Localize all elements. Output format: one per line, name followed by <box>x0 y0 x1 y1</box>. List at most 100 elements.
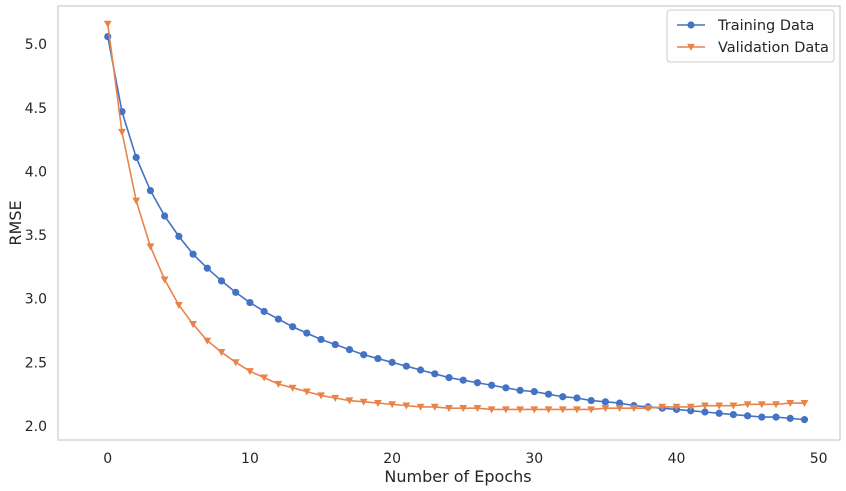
data-point <box>530 406 539 414</box>
x-tick-label: 40 <box>668 451 686 467</box>
data-point <box>146 243 155 251</box>
data-point <box>601 398 610 406</box>
data-point <box>686 403 695 411</box>
data-point <box>445 374 453 382</box>
data-point <box>786 399 795 407</box>
plot-border <box>57 5 841 441</box>
x-tick-label: 10 <box>241 451 259 467</box>
data-point <box>502 384 510 392</box>
y-tick-label: 4.5 <box>25 101 47 117</box>
series-training-data <box>104 32 809 424</box>
data-point <box>217 349 226 357</box>
y-tick-label: 3.0 <box>25 292 47 308</box>
data-point <box>658 403 667 411</box>
data-point <box>800 399 809 407</box>
data-point <box>416 403 425 411</box>
data-point <box>232 288 240 296</box>
data-point <box>160 276 169 284</box>
x-tick-label: 20 <box>383 451 401 467</box>
data-point <box>544 406 553 414</box>
plot-area <box>57 5 841 441</box>
data-point <box>487 406 496 414</box>
data-point <box>388 358 396 366</box>
data-point <box>118 128 126 136</box>
data-point <box>203 337 212 345</box>
data-point <box>473 405 482 413</box>
data-point <box>246 298 254 307</box>
data-point <box>544 390 553 398</box>
data-point <box>345 397 354 405</box>
y-tick-label: 3.5 <box>25 228 47 244</box>
data-point <box>616 399 624 407</box>
data-point <box>274 315 282 323</box>
data-point <box>758 413 766 421</box>
x-axis-ticks: 0 10 20 30 40 50 <box>103 451 827 467</box>
legend-label: Validation Data <box>718 40 829 56</box>
data-point <box>601 405 610 413</box>
data-point <box>459 376 467 384</box>
data-point <box>445 405 453 413</box>
data-point <box>374 354 382 363</box>
data-point <box>772 413 780 421</box>
data-point <box>260 307 268 316</box>
data-point <box>629 405 638 413</box>
data-point <box>161 212 169 220</box>
x-tick-label: 0 <box>103 451 112 467</box>
data-point <box>473 379 482 387</box>
x-tick-label: 50 <box>810 451 828 467</box>
data-point <box>743 401 752 409</box>
data-point <box>217 277 226 285</box>
data-point <box>587 396 595 405</box>
data-point <box>260 374 269 382</box>
data-point <box>231 359 240 367</box>
y-tick-label: 5.0 <box>25 37 47 53</box>
data-point <box>331 340 339 349</box>
legend-marker <box>687 43 695 51</box>
data-point <box>488 381 496 389</box>
y-axis-label: RMSE <box>6 200 25 245</box>
data-point <box>587 406 596 414</box>
data-point <box>289 323 297 331</box>
data-point <box>146 186 155 195</box>
data-point <box>715 402 724 410</box>
data-point <box>288 384 297 392</box>
data-point <box>701 408 709 416</box>
data-point <box>317 392 325 400</box>
data-point <box>729 402 738 410</box>
y-tick-label: 2.5 <box>25 355 47 371</box>
y-tick-label: 4.0 <box>25 164 47 180</box>
data-point <box>174 301 183 309</box>
data-point <box>345 346 354 354</box>
data-point <box>203 264 211 272</box>
data-point <box>374 399 382 407</box>
data-point <box>672 403 681 411</box>
data-point <box>431 370 439 378</box>
data-point <box>743 412 752 420</box>
data-point <box>103 20 112 28</box>
data-point <box>132 153 140 162</box>
data-point <box>359 398 368 406</box>
data-point <box>715 409 723 417</box>
data-point <box>331 394 340 402</box>
data-point <box>274 380 283 388</box>
x-axis-label: Number of Epochs <box>384 467 531 486</box>
legend-box <box>666 9 835 63</box>
data-point <box>360 351 368 359</box>
data-point <box>189 250 197 258</box>
data-point <box>786 414 794 422</box>
data-point <box>757 401 766 409</box>
series-line <box>106 23 805 411</box>
data-point <box>644 405 652 413</box>
data-point <box>302 388 311 396</box>
y-axis-ticks: 2.0 2.5 3.0 3.5 4.0 4.5 5.0 <box>25 37 47 435</box>
data-point <box>303 329 311 337</box>
data-point <box>246 368 254 376</box>
x-tick-label: 30 <box>525 451 543 467</box>
data-point <box>530 388 538 396</box>
series-validation-data <box>103 20 809 414</box>
data-point <box>615 405 624 413</box>
data-point <box>573 394 581 402</box>
series-layer <box>103 20 809 424</box>
data-point <box>701 402 709 410</box>
